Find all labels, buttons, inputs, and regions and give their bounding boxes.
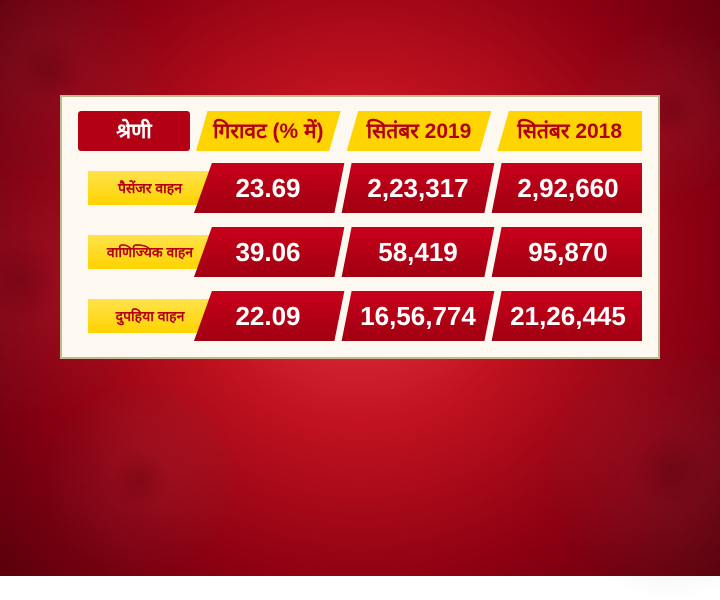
row-category-label: दुपहिया वाहन	[96, 299, 204, 333]
row-values-band: 39.06 58,419 95,870	[194, 227, 642, 277]
header-col-decline: गिरावट (% में)	[196, 111, 341, 151]
data-table: श्रेणी गिरावट (% में) सितंबर 2019 सितंबर…	[60, 95, 660, 359]
header-col-2019: सितंबर 2019	[347, 111, 492, 151]
cell-decline: 22.09	[194, 301, 342, 332]
table-header-row: श्रेणी गिरावट (% में) सितंबर 2019 सितंबर…	[78, 111, 642, 151]
table-row: वाणिज्यिक वाहन 39.06 58,419 95,870	[78, 227, 642, 277]
row-category-label: वाणिज्यिक वाहन	[96, 235, 204, 269]
row-values-band: 23.69 2,23,317 2,92,660	[194, 163, 642, 213]
gear-icon	[40, 380, 240, 580]
header-col-2018: सितंबर 2018	[497, 111, 642, 151]
cell-2018: 95,870	[494, 237, 642, 268]
table-row: दुपहिया वाहन 22.09 16,56,774 21,26,445	[78, 291, 642, 341]
gear-icon	[540, 340, 720, 600]
cell-decline: 23.69	[194, 173, 342, 204]
cell-2019: 16,56,774	[344, 301, 492, 332]
cell-2018: 21,26,445	[494, 301, 642, 332]
cell-2018: 2,92,660	[494, 173, 642, 204]
cell-2019: 58,419	[344, 237, 492, 268]
cell-2019: 2,23,317	[344, 173, 492, 204]
header-category: श्रेणी	[78, 111, 190, 151]
cell-decline: 39.06	[194, 237, 342, 268]
row-category-label: पैसेंजर वाहन	[96, 171, 204, 205]
row-values-band: 22.09 16,56,774 21,26,445	[194, 291, 642, 341]
table-row: पैसेंजर वाहन 23.69 2,23,317 2,92,660	[78, 163, 642, 213]
